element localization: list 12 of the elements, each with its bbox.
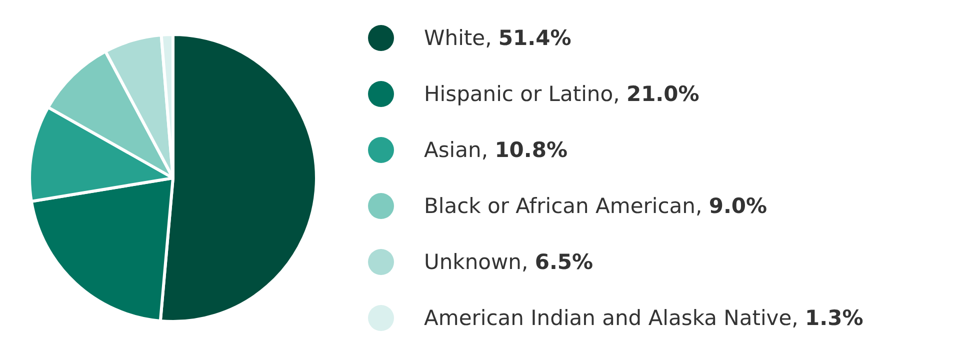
data-label: , 21.0% bbox=[613, 82, 700, 106]
legend-label: American Indian and Alaska Native bbox=[424, 306, 792, 330]
data-label: , 10.8% bbox=[481, 138, 568, 162]
data-label: , 9.0% bbox=[695, 194, 768, 218]
legend-label: Asian bbox=[424, 138, 482, 162]
data-label: , 1.3% bbox=[792, 306, 864, 330]
data-label: , 6.5% bbox=[521, 250, 594, 274]
legend-label: Black or African American bbox=[424, 194, 696, 218]
legend-label: Unknown bbox=[424, 250, 522, 274]
legend-label: White bbox=[424, 26, 486, 50]
legend-label: Hispanic or Latino bbox=[424, 82, 614, 106]
data-label: , 51.4% bbox=[485, 26, 572, 50]
